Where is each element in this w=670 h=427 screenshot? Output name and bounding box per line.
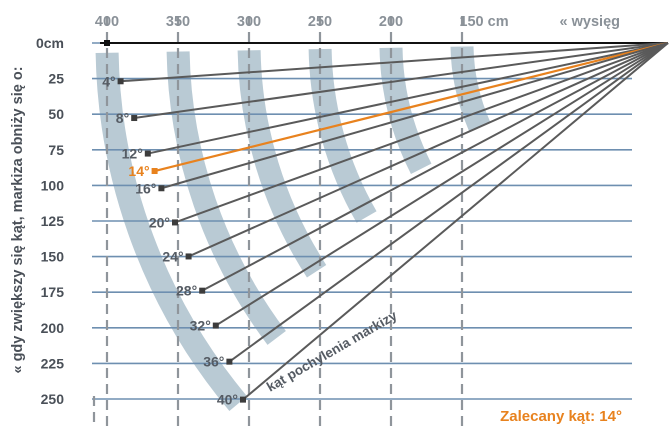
angle-ray-tip xyxy=(117,78,124,85)
angle-ray-tip xyxy=(212,322,219,329)
angle-ray-tip xyxy=(144,150,151,157)
angle-label: 4° xyxy=(102,73,115,89)
drop-tick-label: 225 xyxy=(41,355,65,371)
angle-rays xyxy=(100,40,669,403)
extension-tick-label: 150 cm xyxy=(459,14,508,30)
extension-tick-label: 400 xyxy=(95,14,119,30)
angle-ray-tip xyxy=(185,253,192,260)
extension-tick-label: 350 xyxy=(166,14,190,30)
angle-ray-tip xyxy=(199,287,206,294)
drop-tick-label: 200 xyxy=(41,320,65,336)
angle-ray-tip xyxy=(226,358,233,365)
angle-ray xyxy=(154,41,669,173)
angle-ray xyxy=(215,42,669,327)
drop-tick-label: 150 xyxy=(41,249,65,265)
drop-tick-label: 175 xyxy=(41,284,65,300)
angle-ray xyxy=(228,42,669,363)
angle-ray xyxy=(242,42,669,401)
angle-ray xyxy=(174,42,669,224)
angle-ray xyxy=(188,42,669,258)
drop-tick-label: 75 xyxy=(48,142,64,158)
angle-label: 32° xyxy=(190,318,211,334)
grid-lines xyxy=(92,16,632,427)
drop-tick-label: 25 xyxy=(48,71,64,87)
angle-ray-tip xyxy=(240,396,246,403)
top-axis-title: « wysięg xyxy=(560,14,620,30)
angle-ray-tip xyxy=(172,219,178,226)
extension-band xyxy=(308,48,377,223)
drop-tick-label: 50 xyxy=(48,106,64,122)
extension-tick-labels: 400 350 300 250 200 150 cm xyxy=(95,14,509,30)
ray-horizontal-tip xyxy=(104,40,110,46)
angle-ray xyxy=(120,42,669,83)
y-axis-title: « gdy zwiększy się kąt, markiza obniży s… xyxy=(10,66,26,373)
angle-ray-tip xyxy=(131,115,138,122)
recommended-angle: Zalecany kąt: 14° xyxy=(500,408,622,425)
angle-ray xyxy=(147,42,669,155)
angle-label: 36° xyxy=(203,354,224,370)
angle-ray-tip xyxy=(151,168,158,175)
angle-label: 16° xyxy=(135,180,156,196)
angle-label: 28° xyxy=(176,283,197,299)
angle-labels: 4° 8° 12°14°16° 20° 24° 28° 32° 36° 40° xyxy=(102,73,238,407)
drop-tick-labels: 0cm 25 50 75 100 125 150 175 200 225 250 xyxy=(36,35,64,407)
angle-label: 12° xyxy=(122,146,143,162)
angle-label: 8° xyxy=(116,110,129,126)
angle-ray-tip xyxy=(158,185,165,192)
angle-label: 20° xyxy=(149,214,170,230)
angle-ray xyxy=(134,42,669,120)
angle-label: 24° xyxy=(162,248,183,264)
extension-tick-label: 200 xyxy=(379,14,403,30)
extension-band xyxy=(166,51,286,345)
drop-tick-label: 0cm xyxy=(36,35,64,51)
angle-ray xyxy=(161,42,669,190)
extension-tick-label: 300 xyxy=(237,14,261,30)
drop-tick-label: 100 xyxy=(41,177,65,193)
drop-tick-label: 125 xyxy=(41,213,65,229)
angle-label: 40° xyxy=(217,392,238,408)
extension-tick-label: 250 xyxy=(308,14,332,30)
drop-tick-label: 250 xyxy=(41,391,65,407)
angle-label: 14° xyxy=(128,163,149,179)
angle-ray xyxy=(201,42,669,292)
